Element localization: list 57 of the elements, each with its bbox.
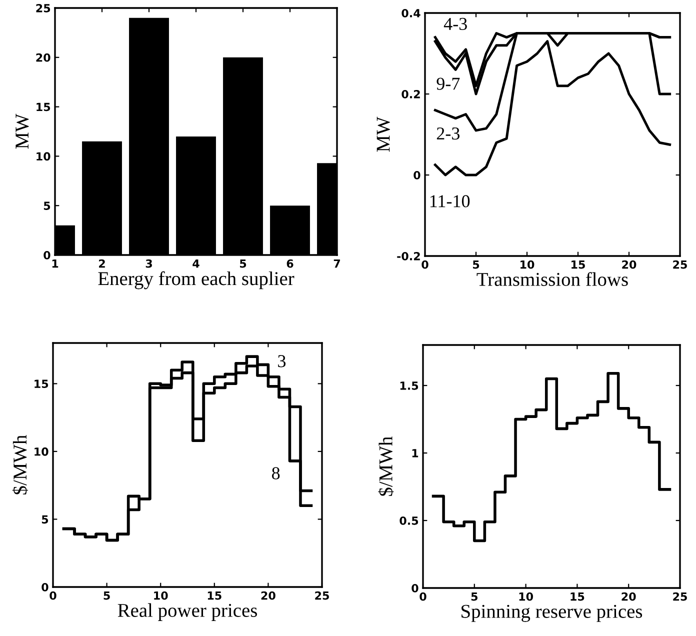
y-axis-title: $/MWh [378, 436, 394, 496]
x-tick-label: 0 [50, 591, 56, 600]
x-axis-title: Spinning reserve prices [462, 604, 642, 622]
x-tick-label: 5 [104, 592, 110, 600]
x-tick-label: 4 [192, 260, 200, 268]
y-tick-label: 1 [412, 449, 418, 458]
y-tick-label: -0.2 [397, 252, 420, 260]
y-tick-label: 1.5 [400, 382, 418, 390]
x-axis-title: Transmission flows [476, 272, 628, 286]
y-tick-label: 10 [36, 152, 50, 161]
x-tick-label: 15 [572, 260, 585, 269]
series-label: 2-3 [436, 127, 460, 140]
series-label: 9-7 [436, 78, 460, 90]
y-tick-label: 0 [412, 584, 418, 592]
x-tick-label: 10 [519, 592, 533, 601]
series-label: 11-10 [430, 195, 470, 208]
y-tick-label: 5 [44, 202, 50, 210]
y-tick-label: 15 [36, 102, 50, 112]
x-tick-label: 20 [622, 260, 636, 269]
x-tick-label: 25 [673, 592, 687, 601]
x-tick-label: 10 [154, 591, 168, 600]
x-axis-title: Energy from each suplier [98, 271, 294, 290]
y-tick-label: 0.5 [400, 516, 418, 525]
x-tick-label: 0 [422, 260, 428, 269]
y-tick-label: 0 [414, 170, 420, 180]
x-tick-label: 1 [52, 260, 58, 268]
x-tick-label: 5 [472, 260, 480, 269]
x-tick-label: 10 [520, 260, 534, 269]
x-tick-label: 20 [622, 592, 636, 601]
y-tick-label: 20 [36, 53, 50, 62]
x-tick-label: 0 [420, 592, 426, 601]
x-tick-label: 25 [673, 260, 687, 269]
x-tick-label: 7 [334, 260, 340, 268]
legend-label: 4-3 [444, 18, 467, 30]
y-tick-label: 0.2 [402, 90, 420, 98]
x-tick-label: 3 [146, 259, 152, 268]
y-tick-label: 25 [36, 4, 50, 12]
y-tick-label: 10 [34, 447, 48, 456]
legend-label: 3 [278, 355, 286, 368]
series-label: 8 [272, 467, 280, 480]
x-tick-label: 5 [471, 592, 478, 601]
x-tick-label: 15 [570, 592, 584, 601]
y-axis-title: MW [16, 114, 29, 149]
x-tick-label: 20 [261, 591, 276, 600]
x-tick-label: 15 [208, 592, 222, 600]
y-tick-label: 0.4 [402, 8, 420, 18]
y-tick-label: 5 [42, 515, 48, 524]
y-axis-title: $/MWh [12, 435, 28, 494]
y-tick-label: 0 [44, 250, 50, 260]
y-tick-label: 15 [34, 380, 48, 388]
x-tick-label: 5 [240, 260, 246, 268]
x-axis-title: Real power prices [118, 603, 257, 621]
x-tick-label: 2 [99, 259, 105, 268]
x-tick-label: 6 [286, 259, 294, 268]
y-axis-title: MW [376, 116, 390, 152]
x-tick-label: 25 [315, 591, 329, 600]
y-tick-label: 0 [42, 582, 48, 592]
